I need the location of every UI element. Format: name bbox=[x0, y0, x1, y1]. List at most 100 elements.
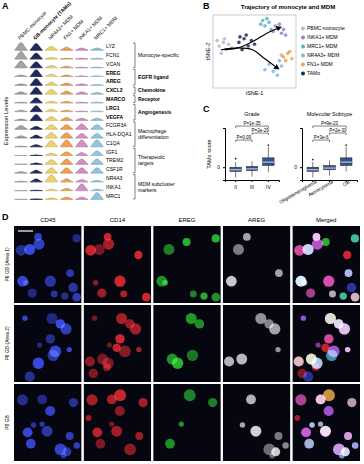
micrograph bbox=[153, 226, 221, 303]
point bbox=[261, 19, 265, 23]
violin bbox=[60, 125, 73, 130]
violin-base bbox=[15, 111, 28, 112]
panel-label: B bbox=[203, 1, 210, 11]
gene-label: C1QA bbox=[106, 140, 120, 146]
violin-base bbox=[30, 137, 43, 138]
violin bbox=[15, 199, 28, 200]
group-label-line: EGFR ligand bbox=[138, 74, 169, 80]
cell-signal bbox=[351, 234, 359, 242]
violin bbox=[76, 159, 89, 164]
cell-signal bbox=[111, 426, 122, 437]
violin bbox=[15, 125, 28, 129]
cell-signal bbox=[329, 290, 336, 297]
cell-signal bbox=[93, 280, 99, 286]
point bbox=[282, 28, 286, 32]
violin bbox=[30, 53, 43, 59]
legend-label: MRC1+ MDM bbox=[307, 43, 337, 49]
comparison-bracket bbox=[330, 133, 347, 135]
tick-label: 0 bbox=[294, 164, 297, 170]
cell-signal bbox=[309, 422, 314, 427]
micrograph-background bbox=[84, 305, 152, 382]
violin-base bbox=[76, 129, 89, 130]
cell-signal bbox=[34, 233, 42, 241]
cell-signal bbox=[125, 319, 134, 328]
tick-label: II bbox=[234, 184, 237, 190]
cell-signal bbox=[142, 293, 151, 302]
cell-signal bbox=[294, 356, 304, 366]
cell-signal bbox=[224, 356, 234, 366]
legend-label: PBMC-monocyte bbox=[307, 25, 345, 31]
group-label: Therapeutictargets bbox=[138, 154, 165, 166]
violin bbox=[15, 102, 28, 104]
legend-swatch bbox=[301, 53, 305, 57]
cell-signal bbox=[72, 293, 81, 302]
cell-signal bbox=[184, 389, 196, 401]
cell-signal bbox=[301, 315, 306, 320]
group-label: EGFR ligand bbox=[138, 74, 169, 80]
row-label: P6 GB (Area 2) bbox=[4, 326, 10, 361]
violin-base bbox=[76, 94, 89, 95]
violin bbox=[91, 189, 104, 191]
violin bbox=[91, 159, 104, 164]
panel-c-3: Molecular Subtype0OligodendrogliomaAstro… bbox=[278, 111, 358, 205]
violin-base bbox=[30, 199, 43, 200]
violin bbox=[60, 188, 73, 190]
violin bbox=[60, 47, 73, 50]
violin-base bbox=[76, 190, 89, 191]
violin bbox=[91, 180, 104, 182]
group-label: Chemokine bbox=[138, 87, 166, 93]
chart-title: Trajectory of monocyte and MDM bbox=[241, 4, 335, 10]
box bbox=[230, 167, 241, 171]
panel-b: BTrajectory of monocyte and MDMtSNE-1tSN… bbox=[203, 1, 345, 96]
violin bbox=[30, 114, 43, 120]
violin-base bbox=[91, 199, 104, 200]
x-axis: IIIIIIV bbox=[226, 180, 280, 190]
point bbox=[259, 22, 263, 26]
violin-base bbox=[60, 129, 73, 130]
points bbox=[215, 17, 293, 77]
point bbox=[278, 22, 282, 26]
cell-signal bbox=[347, 398, 356, 407]
violin bbox=[15, 155, 28, 156]
cell-signal bbox=[195, 319, 204, 328]
outlier bbox=[312, 159, 314, 161]
cell-signal bbox=[334, 319, 343, 328]
violin bbox=[30, 170, 43, 173]
cell-signal bbox=[124, 444, 136, 456]
violin bbox=[91, 58, 104, 60]
group-bracket bbox=[133, 96, 135, 103]
violin-base bbox=[76, 111, 89, 112]
violin bbox=[15, 119, 28, 121]
cell-signal bbox=[323, 276, 334, 287]
violin-base bbox=[30, 181, 43, 182]
cell-signal bbox=[275, 269, 283, 277]
cell-signal bbox=[22, 315, 27, 320]
column-label: MRC1+ MDM bbox=[92, 15, 118, 41]
violin-base bbox=[15, 164, 28, 165]
violin bbox=[60, 179, 73, 182]
point bbox=[242, 37, 246, 41]
violin-base bbox=[76, 76, 89, 77]
cell-signal bbox=[96, 439, 106, 449]
box bbox=[324, 166, 336, 170]
violin bbox=[76, 75, 89, 77]
cell-signal bbox=[301, 315, 306, 320]
violin-base bbox=[45, 129, 58, 130]
violin bbox=[91, 151, 104, 156]
violin-base bbox=[15, 102, 28, 103]
group-label: Angiogenesis bbox=[138, 109, 172, 115]
group-label-line: differentiation bbox=[138, 134, 169, 140]
column-label: CD45 bbox=[40, 217, 56, 223]
violin bbox=[45, 160, 58, 165]
gene-label: FCN1 bbox=[106, 52, 119, 58]
violin bbox=[91, 193, 104, 200]
cell-signal bbox=[323, 276, 334, 287]
comparison-bracket bbox=[252, 133, 268, 135]
violin-base bbox=[15, 76, 28, 77]
cell-signal bbox=[334, 319, 343, 328]
cell-signal bbox=[28, 288, 37, 297]
violin bbox=[60, 83, 73, 85]
cell-signal bbox=[138, 398, 147, 407]
violin bbox=[30, 154, 43, 156]
violin-base bbox=[60, 50, 73, 51]
